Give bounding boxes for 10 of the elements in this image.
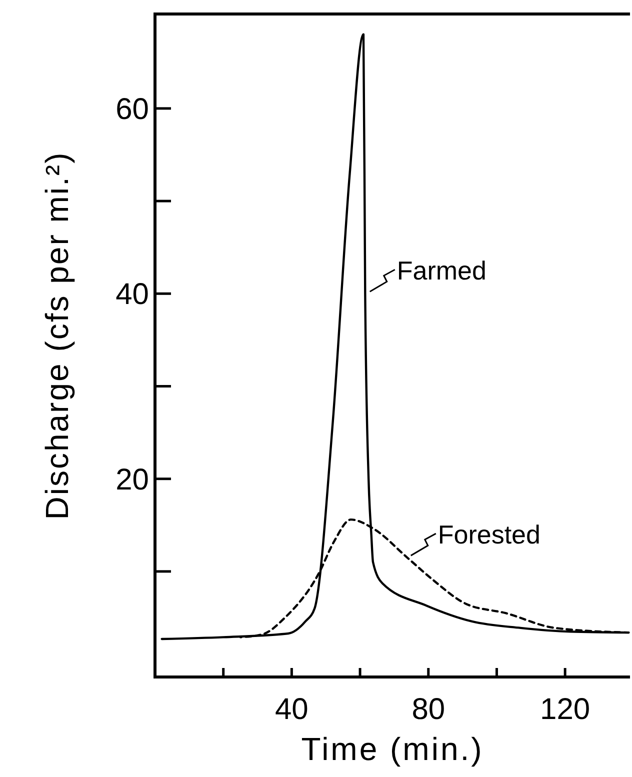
annotation: Farmed [396,256,486,286]
x-tick-label: 80 [412,693,446,726]
annotation: Forested [438,520,540,550]
y-tick-label: 40 [116,278,149,312]
x-axis-title: Time (min.) [301,731,484,767]
y-tick-label: 60 [116,92,149,126]
x-tick-label: 120 [540,693,590,726]
y-tick-label: 20 [116,463,149,496]
y-axis-title: Discharge (cfs per mi.²) [39,151,75,520]
x-tick-label: 40 [275,693,308,726]
